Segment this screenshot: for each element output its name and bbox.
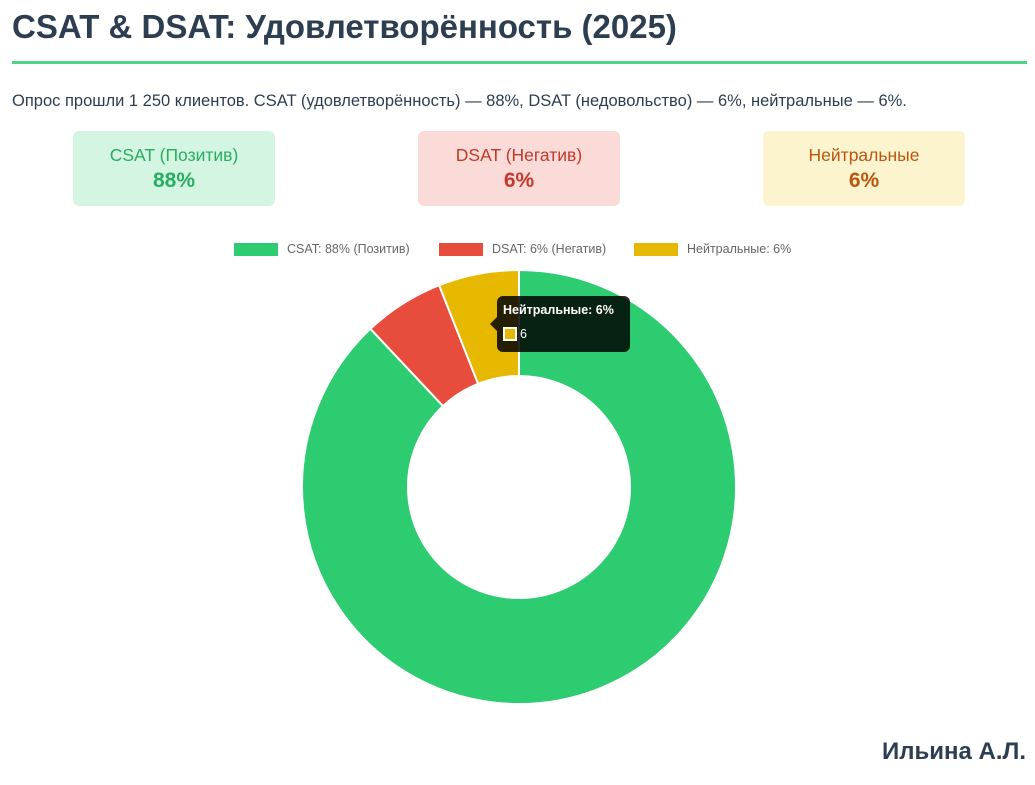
legend-swatch-dsat <box>439 242 483 256</box>
slice-csat[interactable] <box>301 268 737 705</box>
page-subtitle: Опрос прошли 1 250 клиентов. CSAT (удовл… <box>12 92 907 110</box>
author-signature: Ильина А.Л. <box>881 738 1026 765</box>
legend-swatch-neutral <box>634 242 678 256</box>
kpi-card-csat: CSAT (Позитив) 88% <box>73 131 275 206</box>
legend-label-csat: CSAT: 88% (Позитив) <box>287 242 410 256</box>
kpi-dsat-value: 6% <box>503 169 535 192</box>
tooltip-swatch <box>503 327 517 341</box>
kpi-neutral-value: 6% <box>848 169 880 192</box>
kpi-card-dsat: DSAT (Негатив) 6% <box>418 131 620 206</box>
tooltip-arrow <box>490 317 497 331</box>
kpi-csat-value: 88% <box>152 169 196 192</box>
legend-label-neutral: Нейтральные: 6% <box>687 242 792 256</box>
legend-label-dsat: DSAT: 6% (Негатив) <box>492 242 607 256</box>
kpi-dsat-label: DSAT (Негатив) <box>455 145 583 165</box>
chart-tooltip: Нейтральные: 6% 6 <box>490 296 630 352</box>
tooltip-value: 6 <box>520 327 527 341</box>
page-title: CSAT & DSAT: Удовлетворённость (2025) <box>12 8 677 45</box>
legend-item-dsat[interactable]: DSAT: 6% (Негатив) <box>439 240 606 258</box>
kpi-neutral-label: Нейтральные <box>808 145 920 165</box>
tooltip-title: Нейтральные: 6% <box>503 303 614 317</box>
chart-legend: CSAT: 88% (Позитив) DSAT: 6% (Негатив) Н… <box>0 240 1035 258</box>
kpi-csat-label: CSAT (Позитив) <box>109 145 239 165</box>
kpi-card-neutral: Нейтральные 6% <box>763 131 965 206</box>
legend-item-neutral[interactable]: Нейтральные: 6% <box>634 240 791 258</box>
title-divider <box>12 61 1027 64</box>
legend-swatch-csat <box>234 242 278 256</box>
legend-item-csat[interactable]: CSAT: 88% (Позитив) <box>234 240 410 258</box>
